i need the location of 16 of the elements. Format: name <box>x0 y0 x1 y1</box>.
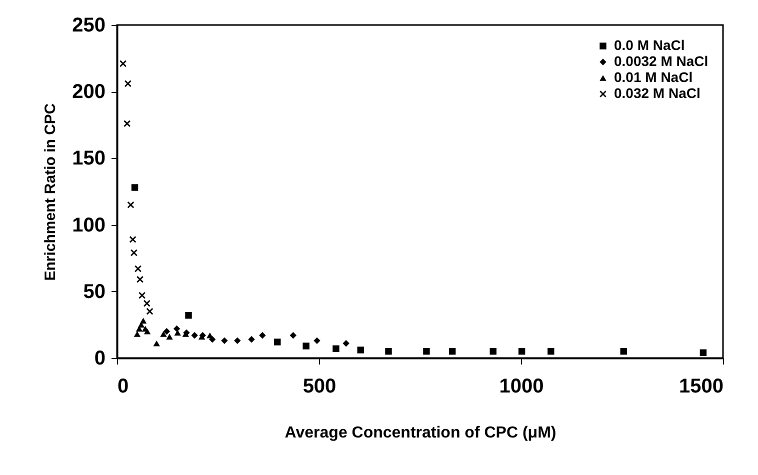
x-tick-label: 1000 <box>499 376 544 398</box>
x-tick-label: 500 <box>302 376 336 398</box>
y-tick-label: 0 <box>94 348 106 370</box>
legend-label: 0.0032 M NaCl <box>614 53 708 69</box>
y-tick-label: 200 <box>72 81 106 104</box>
y-tick-label: 250 <box>72 14 106 36</box>
x-axis-title: Average Concentration of CPC (μM) <box>284 424 556 442</box>
legend-label: 0.032 M NaCl <box>614 85 700 101</box>
x-tick-label: 0 <box>118 376 129 398</box>
y-axis-title: Enrichment Ratio in CPC <box>42 103 60 281</box>
legend-label: 0.0 M NaCl <box>614 37 685 53</box>
y-tick-label: 150 <box>72 148 106 170</box>
legend-label: 0.01 M NaCl <box>614 69 693 85</box>
x-tick-label: 1500 <box>679 376 724 398</box>
y-tick-label: 50 <box>83 280 106 303</box>
y-tick-label: 100 <box>72 214 106 236</box>
